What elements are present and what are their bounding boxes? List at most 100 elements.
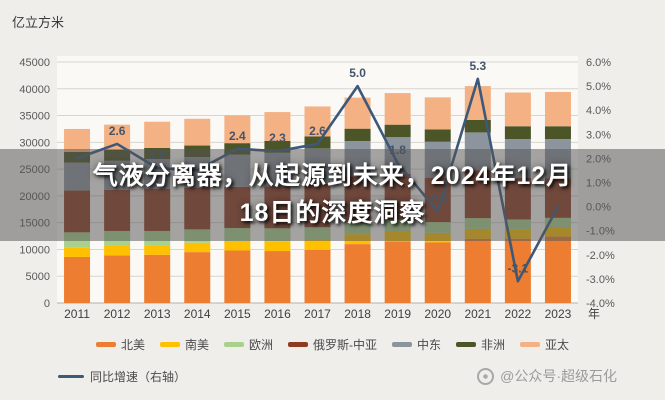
- left-axis-tick: 40000: [19, 84, 50, 96]
- legend-growth-item: 同比增速（右轴）: [58, 368, 186, 385]
- left-axis-tick: 10000: [19, 244, 50, 256]
- growth-line-marker: [58, 374, 84, 378]
- legend-color-marker: [520, 342, 541, 347]
- bar-segment: [64, 128, 91, 152]
- legend-growth-label: 同比增速（右轴）: [90, 369, 187, 384]
- legend-item: 中东: [392, 336, 441, 353]
- bar-segment: [544, 91, 571, 127]
- legend-color-marker: [223, 342, 244, 347]
- year-label: 2022: [505, 307, 532, 321]
- bar-segment: [144, 121, 171, 148]
- unit-label: 亿立方米: [12, 15, 65, 30]
- bar-segment: [344, 128, 371, 141]
- year-label: 2012: [104, 307, 131, 321]
- legend-color-marker: [95, 342, 116, 347]
- bar-segment: [384, 93, 411, 125]
- bar-segment: [544, 126, 571, 140]
- legend-item: 俄罗斯-中亚: [288, 336, 377, 353]
- bar-segment: [184, 242, 211, 253]
- watermark-logo-icon: [477, 367, 495, 385]
- legend-item-label: 亚太: [545, 338, 570, 352]
- growth-data-label: 2.6: [309, 124, 326, 138]
- bar-segment: [464, 238, 491, 303]
- bar-segment: [264, 241, 291, 252]
- right-axis-tick: 4.0%: [586, 105, 611, 117]
- growth-data-label: 5.0: [349, 66, 366, 80]
- bar-segment: [104, 124, 131, 150]
- growth-data-label: 2.4: [229, 129, 246, 143]
- right-axis-tick: -3.0%: [586, 274, 615, 286]
- legend-bottom-row: 同比增速（右轴） @公众号·超级石化: [58, 366, 617, 386]
- bar-segment: [544, 236, 571, 303]
- left-axis-tick: 30000: [19, 137, 50, 149]
- bar-segment: [424, 129, 451, 142]
- bar-segment: [224, 240, 251, 251]
- bar-segment: [424, 97, 451, 130]
- legend-item-label: 欧洲: [248, 338, 273, 352]
- legend-item-label: 非洲: [481, 338, 506, 352]
- growth-data-label: -3.1: [508, 261, 529, 275]
- bar-segment: [264, 112, 291, 141]
- left-axis-tick: 5000: [26, 271, 50, 283]
- bar-segment: [504, 238, 531, 303]
- year-label: 2014: [184, 307, 211, 321]
- bar-segment: [144, 245, 171, 255]
- right-axis-tick: 5.0%: [586, 81, 611, 93]
- legend-item-label: 北美: [120, 338, 145, 352]
- bar-segment: [64, 247, 91, 257]
- year-label: 2017: [304, 307, 331, 321]
- year-label: 2021: [464, 307, 491, 321]
- legend-item-label: 南美: [184, 338, 209, 352]
- bar-segment: [144, 254, 171, 303]
- x-axis-suffix: 年: [588, 307, 600, 321]
- watermark: @公众号·超级石化: [477, 366, 617, 386]
- legend-color-marker: [392, 342, 412, 347]
- legend-item: 北美: [95, 336, 145, 353]
- bar-segment: [224, 115, 251, 144]
- bar-segment: [304, 240, 331, 250]
- bar-segment: [384, 124, 411, 138]
- banner-title-line2: 18日的深度洞察: [239, 199, 426, 227]
- banner-title-line1: 气液分离器，从起源到未来，2024年12月: [92, 162, 573, 190]
- bar-segment: [64, 256, 91, 303]
- year-label: 2013: [144, 307, 171, 321]
- legend-color-marker: [456, 342, 477, 347]
- growth-data-label: 2.3: [269, 131, 286, 145]
- bar-segment: [464, 86, 491, 120]
- bar-segment: [304, 249, 331, 303]
- bar-segment: [104, 245, 131, 256]
- bar-segment: [184, 252, 211, 303]
- year-label: 2023: [545, 307, 572, 321]
- right-axis-tick: 3.0%: [586, 129, 611, 141]
- left-axis-tick: 35000: [19, 111, 50, 123]
- bar-segment: [504, 92, 531, 127]
- right-axis-tick: 6.0%: [586, 57, 611, 69]
- legend-color-marker: [288, 342, 308, 347]
- year-label: 2018: [344, 307, 371, 321]
- legend-item: 欧洲: [223, 336, 273, 353]
- bar-segment: [104, 255, 131, 303]
- bar-segment: [184, 118, 211, 146]
- bar-segment: [264, 251, 291, 303]
- legend-item-label: 中东: [417, 338, 442, 352]
- right-axis-tick: -4.0%: [586, 298, 615, 310]
- year-label: 2011: [64, 307, 90, 321]
- year-label: 2020: [424, 307, 451, 321]
- year-label: 2019: [384, 307, 411, 321]
- bar-segment: [264, 140, 291, 153]
- bar-segment: [464, 119, 491, 133]
- legend-item: 南美: [159, 336, 209, 353]
- growth-data-label: 2.6: [109, 124, 126, 138]
- bar-segment: [424, 242, 451, 303]
- legend-regions: 北美 南美 欧洲 俄罗斯-中亚 中东 非洲 亚太: [0, 336, 665, 353]
- year-label: 2015: [224, 307, 251, 321]
- legend-color-marker: [159, 342, 180, 347]
- year-label: 2016: [264, 307, 291, 321]
- left-axis-tick: 0: [44, 298, 50, 310]
- legend-item: 非洲: [456, 336, 505, 353]
- legend-item-label: 俄罗斯-中亚: [313, 338, 377, 352]
- watermark-text: @公众号·超级石化: [500, 368, 617, 384]
- left-axis-tick: 45000: [19, 57, 50, 69]
- legend-item: 亚太: [520, 336, 569, 353]
